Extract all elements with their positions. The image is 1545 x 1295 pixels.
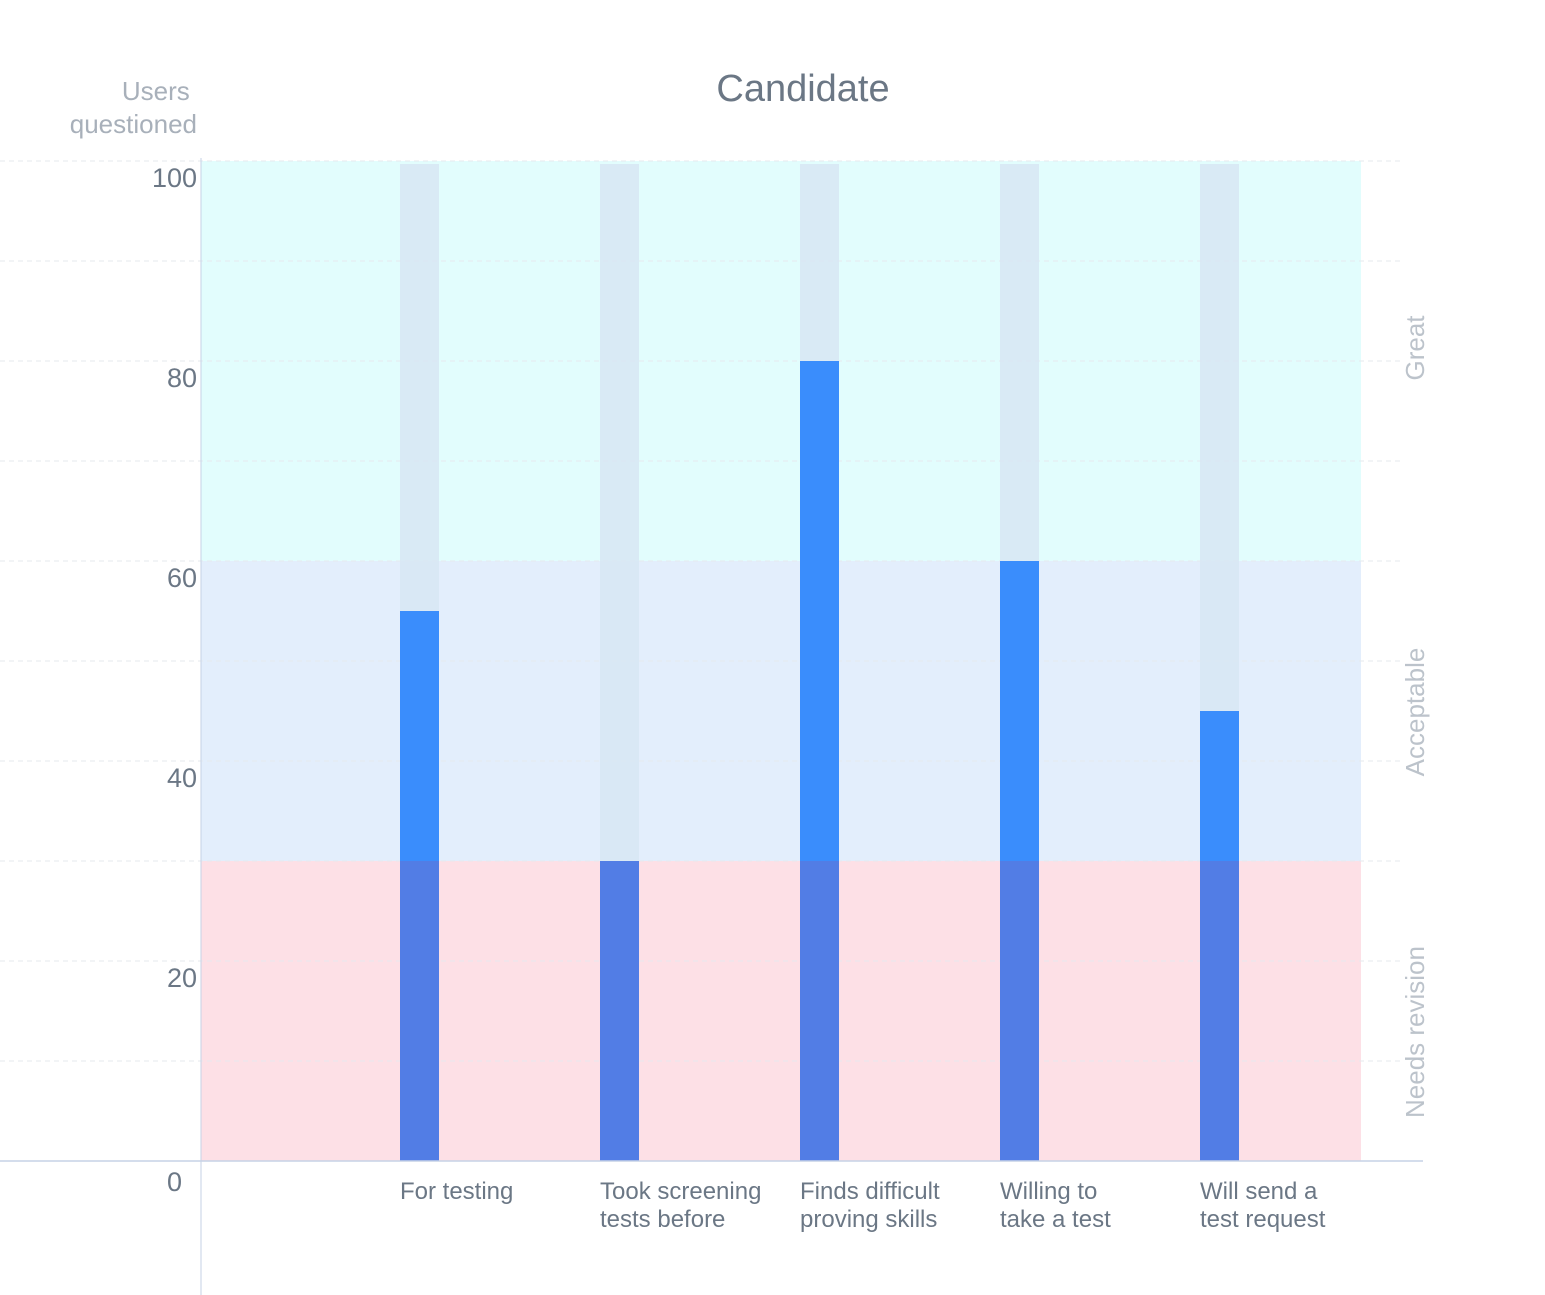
bands — [201, 161, 1361, 1161]
category-label-1: Took screening tests before — [600, 1178, 761, 1233]
band-0 — [201, 861, 1361, 1161]
category-label-1-line-0: Took screening — [600, 1178, 761, 1205]
bar-1 — [600, 861, 639, 1161]
y-tick-label-80: 80 — [167, 363, 197, 393]
category-label-4: Will send a test request — [1200, 1178, 1326, 1233]
category-label-1-line-1: tests before — [600, 1206, 725, 1233]
y-axis-label: Users questioned — [70, 76, 197, 139]
category-label-2-line-0: Finds difficult — [800, 1178, 940, 1205]
y-tick-label-60: 60 — [167, 563, 197, 593]
bar-upper-3 — [1000, 561, 1039, 861]
bar-upper-4 — [1200, 711, 1239, 861]
band-2 — [201, 161, 1361, 561]
y-tick-label-0: 0 — [167, 1167, 182, 1197]
y-tick-labels: 0 20 40 60 80 100 — [152, 163, 197, 1197]
bar-upper-0 — [400, 611, 439, 861]
category-label-4-line-1: test request — [1200, 1206, 1326, 1233]
band-labels: Needs revision Acceptable Great — [1400, 315, 1430, 1118]
category-label-3: Willing to take a test — [1000, 1178, 1111, 1233]
category-label-3-line-0: Willing to — [1000, 1178, 1097, 1205]
bars — [400, 164, 1239, 1161]
category-labels: For testing Took screening tests before Fin… — [400, 1178, 1326, 1233]
bar-4 — [1200, 861, 1239, 1161]
bar-0 — [400, 861, 439, 1161]
category-label-2: Finds difficult proving skills — [800, 1178, 940, 1233]
category-label-0-line-0: For testing — [400, 1178, 513, 1205]
band-1 — [201, 561, 1361, 861]
category-label-2-line-1: proving skills — [800, 1206, 937, 1233]
bar-3 — [1000, 861, 1039, 1161]
chart-title: Candidate — [716, 68, 889, 110]
band-label-2: Great — [1400, 315, 1430, 381]
y-axis-label-line-1: Users — [122, 76, 190, 106]
y-axis-label-line-2: questioned — [70, 109, 197, 139]
bar-upper-2 — [800, 361, 839, 861]
y-tick-label-40: 40 — [167, 763, 197, 793]
category-label-4-line-0: Will send a — [1200, 1178, 1318, 1205]
axes — [0, 158, 1423, 1295]
bar-2 — [800, 861, 839, 1161]
y-tick-label-20: 20 — [167, 963, 197, 993]
band-label-0: Needs revision — [1400, 946, 1430, 1118]
category-label-3-line-1: take a test — [1000, 1206, 1111, 1233]
category-label-0: For testing — [400, 1178, 513, 1205]
band-label-1: Acceptable — [1400, 648, 1430, 777]
y-tick-label-100: 100 — [152, 163, 197, 193]
